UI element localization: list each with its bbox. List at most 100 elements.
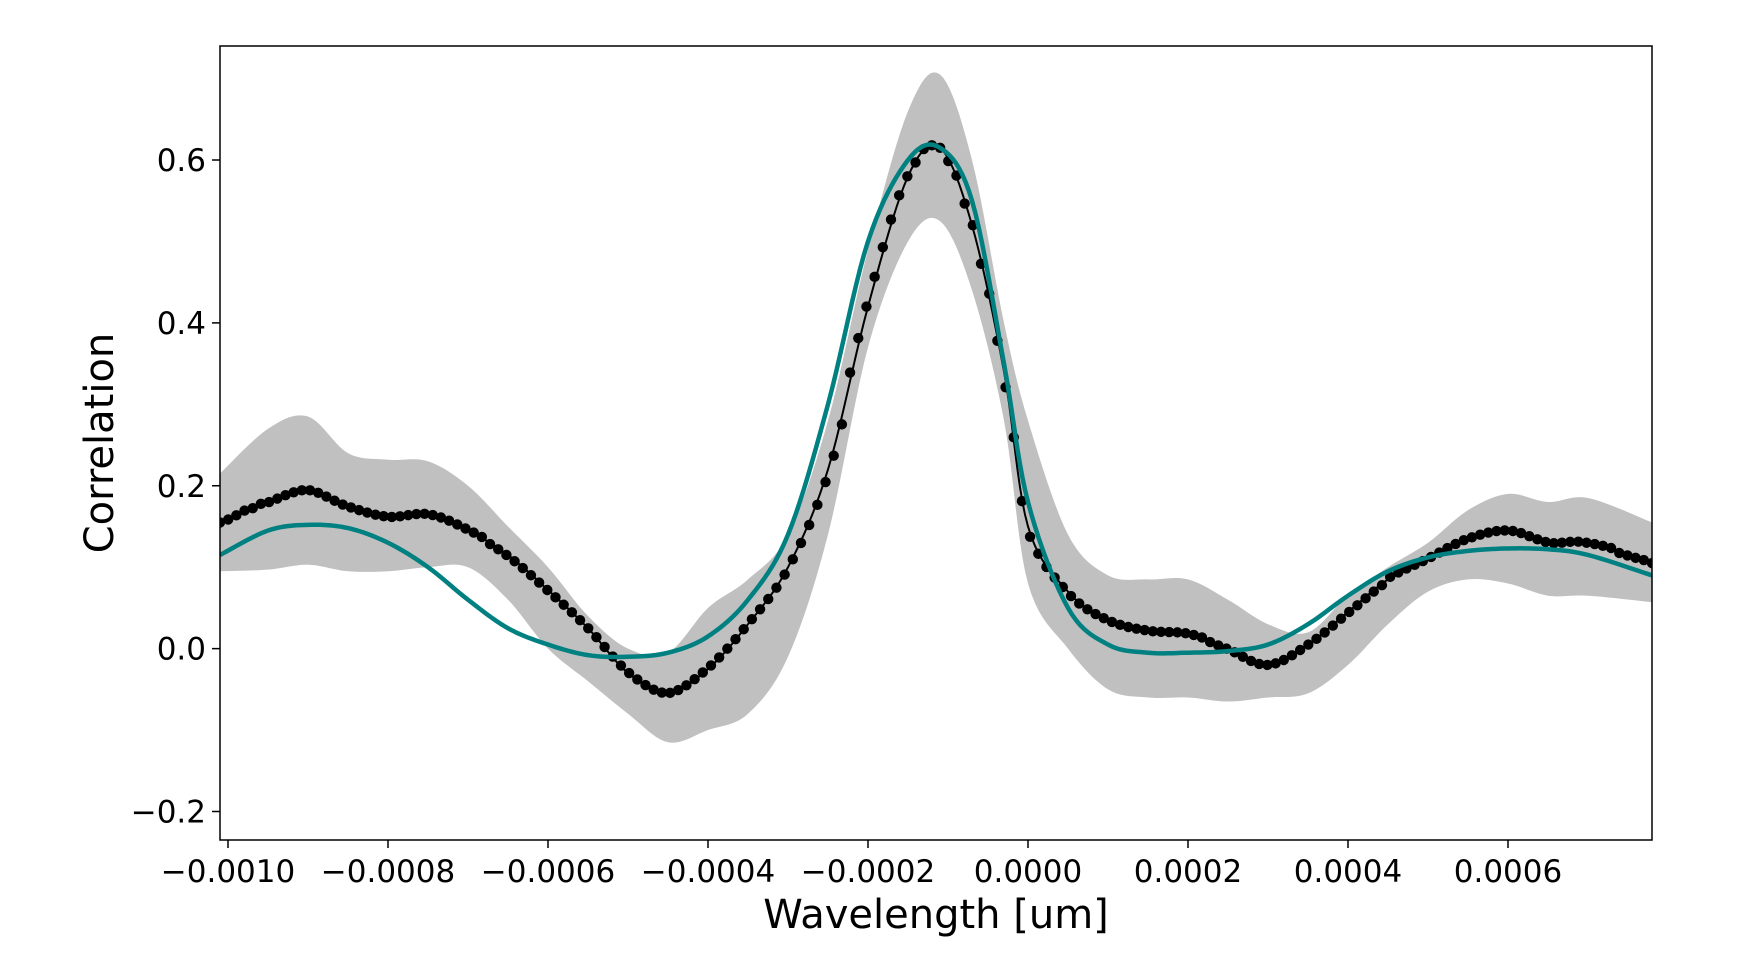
observed-point: [673, 684, 684, 696]
observed-point: [681, 680, 692, 691]
observed-point: [1024, 531, 1036, 542]
observed-point: [771, 582, 782, 593]
observed-point: [509, 556, 520, 567]
observed-point: [1573, 536, 1584, 547]
observed-point: [329, 495, 340, 506]
observed-point: [1646, 557, 1652, 569]
observed-point: [1164, 626, 1175, 638]
observed-point: [632, 674, 643, 685]
observed-point: [779, 569, 790, 580]
observed-point: [754, 604, 766, 615]
observed-point: [353, 504, 365, 516]
x-tick-label: 0.0004: [1294, 854, 1402, 890]
observed-point: [452, 519, 463, 530]
observed-point: [1106, 616, 1118, 628]
observed-point: [1172, 627, 1183, 638]
observed-point: [1548, 538, 1560, 549]
observed-point: [1090, 608, 1101, 620]
observed-point: [689, 674, 700, 685]
observed-point: [1564, 536, 1576, 548]
observed-point: [1196, 632, 1208, 643]
x-tick-label: −0.0010: [161, 854, 295, 890]
observed-point: [910, 157, 921, 168]
observed-point: [722, 643, 733, 654]
observed-point: [345, 502, 357, 513]
x-tick-label: 0.0002: [1134, 854, 1242, 890]
observed-point: [885, 214, 897, 225]
observed-point: [1016, 495, 1028, 507]
uncertainty-band: [220, 72, 1652, 743]
observed-point: [566, 607, 578, 618]
y-tick-label: 0.0: [157, 632, 206, 668]
observed-point: [517, 562, 528, 574]
observed-point: [1074, 598, 1085, 609]
observed-point: [1180, 628, 1191, 639]
observed-point: [746, 613, 758, 625]
observed-point: [493, 544, 504, 555]
observed-point: [304, 485, 316, 496]
observed-point: [599, 641, 610, 653]
observed-point: [1499, 525, 1510, 536]
observed-point: [1213, 640, 1224, 651]
observed-point: [419, 508, 430, 519]
observed-point: [1630, 552, 1641, 564]
observed-point: [386, 511, 398, 523]
observed-point: [1082, 604, 1093, 615]
observed-point: [558, 599, 569, 610]
observed-point: [640, 679, 651, 691]
observed-point: [1262, 659, 1273, 671]
observed-point: [1384, 571, 1396, 583]
observed-point: [239, 505, 250, 516]
observed-point: [1303, 639, 1314, 650]
observed-point: [378, 510, 389, 522]
observed-point: [803, 519, 815, 531]
observed-point: [362, 507, 373, 518]
observed-point: [403, 509, 414, 521]
observed-point: [828, 450, 839, 461]
observed-point: [1352, 600, 1363, 611]
observed-point: [656, 687, 668, 698]
observed-point: [427, 509, 438, 521]
observed-point: [272, 493, 283, 504]
observed-point: [664, 687, 676, 699]
observed-point: [1614, 547, 1625, 559]
observed-point: [370, 509, 381, 520]
observed-point: [460, 523, 471, 534]
observed-point: [1286, 650, 1298, 661]
observed-point: [1204, 636, 1216, 648]
observed-point: [763, 593, 774, 605]
observed-point: [615, 660, 627, 671]
observed-point: [1335, 613, 1347, 624]
x-tick-label: 0.0006: [1454, 854, 1562, 890]
axes-frame: [219, 45, 1653, 841]
observed-point: [337, 499, 348, 510]
x-axis-label: Wavelength [um]: [763, 892, 1109, 938]
observed-point: [583, 623, 594, 634]
observed-point: [550, 592, 561, 603]
observed-point: [1491, 525, 1502, 537]
observed-point: [1278, 654, 1289, 666]
observed-point: [713, 652, 725, 663]
observed-point: [312, 487, 324, 498]
observed-point: [787, 554, 798, 565]
observed-point: [1376, 579, 1388, 591]
observed-point: [1524, 530, 1535, 542]
observed-point: [869, 271, 880, 283]
observed-point: [542, 584, 553, 596]
observed-point: [394, 511, 406, 522]
observed-point: [1245, 655, 1257, 667]
x-tick-label: −0.0008: [321, 854, 455, 890]
observed-point: [1556, 537, 1568, 548]
observed-point: [1597, 540, 1609, 552]
observed-point: [853, 332, 864, 344]
plot-clip-group: [220, 72, 1652, 743]
observed-point: [255, 498, 267, 510]
observed-point: [1458, 535, 1469, 546]
observed-point: [623, 667, 635, 679]
observed-point: [1098, 612, 1109, 624]
observed-point: [1237, 651, 1249, 662]
observed-point: [1270, 658, 1281, 669]
observed-point: [1360, 593, 1371, 604]
model-line: [220, 142, 1652, 660]
